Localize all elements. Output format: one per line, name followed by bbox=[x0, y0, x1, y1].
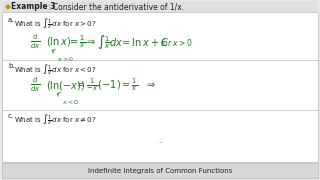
Text: $\frac{d}{dx}$: $\frac{d}{dx}$ bbox=[30, 33, 40, 51]
Bar bbox=[2, 12, 318, 162]
Text: Indefinite Integrals of Common Functions: Indefinite Integrals of Common Functions bbox=[88, 168, 232, 174]
Bar bbox=[2, 163, 318, 178]
Text: ◆: ◆ bbox=[5, 2, 11, 11]
Text: c.: c. bbox=[8, 113, 14, 119]
Text: $x > 0$: $x > 0$ bbox=[57, 55, 74, 63]
Text: $= \frac{1}{-x}(-1) = \frac{1}{x}$: $= \frac{1}{-x}(-1) = \frac{1}{x}$ bbox=[75, 76, 138, 93]
Text: Example 3: Example 3 bbox=[11, 2, 55, 11]
Text: $\int \frac{1}{x}dx$: $\int \frac{1}{x}dx$ bbox=[97, 33, 124, 51]
Text: b.: b. bbox=[8, 63, 15, 69]
Text: $(\ln(-x))$: $(\ln(-x))$ bbox=[46, 78, 85, 91]
Text: $= \frac{1}{x}$: $= \frac{1}{x}$ bbox=[68, 34, 86, 50]
Text: a.: a. bbox=[8, 17, 14, 23]
Text: $x < 0$: $x < 0$ bbox=[62, 98, 79, 106]
Text: $(\ln x)$: $(\ln x)$ bbox=[46, 35, 71, 48]
Text: What is $\int \frac{1}{x}dx$ for $x > 0$?: What is $\int \frac{1}{x}dx$ for $x > 0$… bbox=[14, 17, 97, 31]
Text: $\frac{d}{dx}$: $\frac{d}{dx}$ bbox=[30, 76, 40, 94]
Text: What is $\int \frac{1}{x}dx$ for $x < 0$?: What is $\int \frac{1}{x}dx$ for $x < 0$… bbox=[14, 63, 97, 77]
Bar bbox=[2, 1, 318, 12]
Text: What is $\int \frac{1}{x}dx$ for $x \neq 0$?: What is $\int \frac{1}{x}dx$ for $x \neq… bbox=[14, 113, 97, 127]
Text: $\Rightarrow$: $\Rightarrow$ bbox=[145, 80, 156, 90]
Text: $\Rightarrow$: $\Rightarrow$ bbox=[85, 37, 97, 47]
Text: : Consider the antiderivative of 1/x.: : Consider the antiderivative of 1/x. bbox=[48, 2, 184, 11]
Text: for $x > 0$: for $x > 0$ bbox=[160, 37, 193, 48]
Text: –: – bbox=[158, 139, 162, 145]
Text: $= \ln x + C$: $= \ln x + C$ bbox=[120, 36, 169, 48]
